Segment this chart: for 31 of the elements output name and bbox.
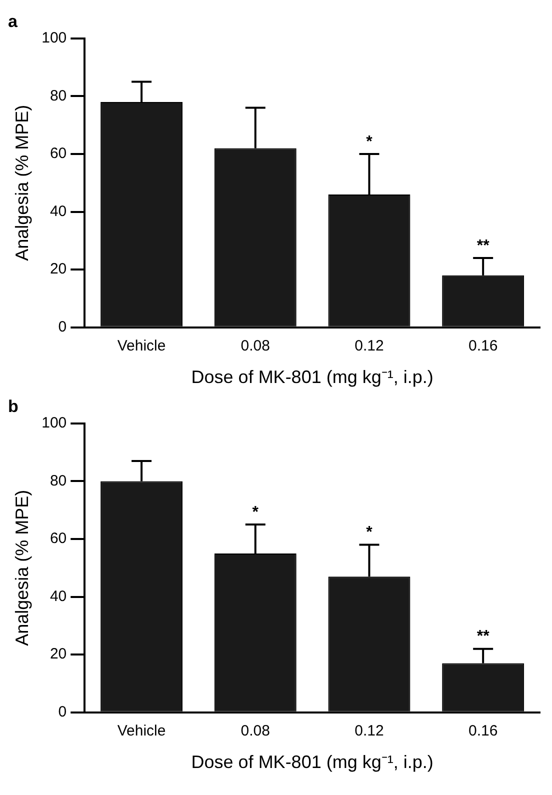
annotation: * (366, 133, 374, 150)
annotation: ** (476, 628, 490, 646)
y-axis-title: Analgesia (% MPE) (12, 490, 32, 646)
chart-title: b (8, 396, 18, 416)
y-tick-label: 100 (42, 30, 67, 47)
annotation: * (366, 524, 374, 542)
x-tick-label: Vehicle (117, 722, 166, 740)
y-tick-label: 40 (50, 202, 67, 220)
x-axis-title: Dose of MK-801 (mg kg⁻¹, i.p.) (191, 367, 434, 388)
x-axis-title: Dose of MK-801 (mg kg⁻¹, i.p.) (191, 752, 434, 772)
x-tick-label: 0.08 (240, 338, 270, 355)
annotation: ** (476, 237, 490, 254)
annotation: * (252, 504, 260, 521)
y-tick-label: 40 (50, 588, 67, 605)
y-tick-label: 0 (58, 704, 67, 721)
chart-title: a (8, 12, 18, 31)
y-tick-label: 60 (50, 145, 67, 162)
x-tick-label: 0.16 (468, 338, 498, 355)
y-tick-label: 80 (50, 472, 67, 490)
x-tick-label: 0.12 (354, 338, 384, 355)
y-tick-label: 100 (42, 414, 67, 432)
x-tick-label: Vehicle (117, 338, 166, 355)
y-tick-label: 0 (58, 318, 67, 336)
y-tick-label: 60 (50, 530, 67, 548)
x-tick-label: 0.08 (240, 722, 270, 740)
x-tick-label: 0.16 (468, 722, 498, 740)
y-tick-label: 20 (50, 260, 67, 278)
y-tick-label: 80 (50, 87, 67, 104)
y-axis-title: Analgesia (% MPE) (12, 104, 32, 261)
x-tick-label: 0.12 (354, 722, 384, 740)
y-tick-label: 20 (50, 646, 67, 663)
